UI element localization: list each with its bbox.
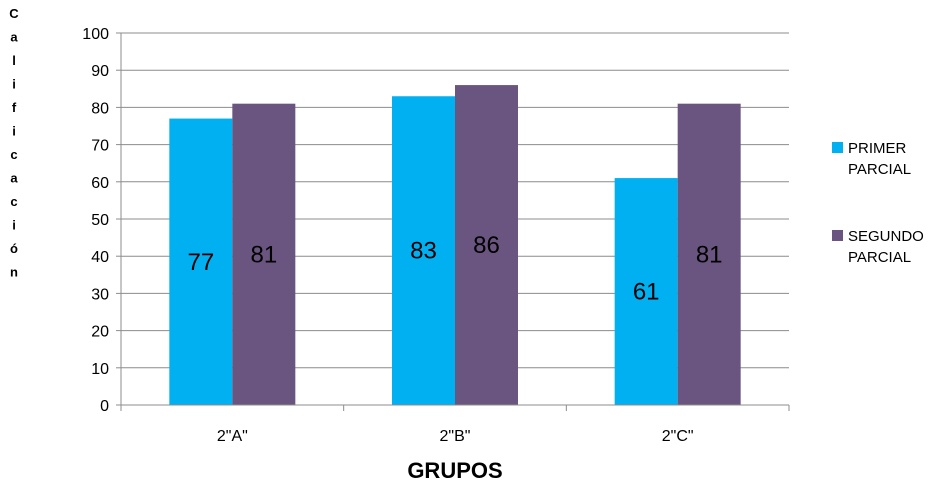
y-tick-label: 50 — [91, 212, 109, 229]
legend-label: SEGUNDO PARCIAL — [848, 228, 924, 266]
y-tick-label: 60 — [91, 175, 109, 192]
y-tick-label: 90 — [91, 63, 109, 80]
y-tick-label: 0 — [100, 398, 109, 415]
bar — [455, 85, 518, 405]
data-label: 83 — [410, 238, 437, 265]
x-tick-label: 2"A" — [217, 428, 248, 445]
bar — [169, 118, 233, 405]
data-label: 77 — [187, 249, 214, 276]
y-tick-label: 20 — [91, 324, 109, 341]
data-label: 86 — [473, 232, 500, 259]
y-tick-label: 70 — [91, 138, 109, 155]
y-tick-label: 100 — [82, 26, 109, 43]
y-tick-label: 80 — [91, 100, 109, 117]
bars: 77 83 61 81 86 81 — [169, 85, 741, 406]
x-tick-label: 2"C" — [662, 428, 694, 445]
bar — [614, 178, 678, 405]
legend-label: PRIMER PARCIAL — [848, 140, 911, 178]
data-label: 81 — [250, 241, 277, 268]
data-label: 61 — [633, 279, 660, 306]
data-label: 81 — [696, 241, 723, 268]
bar — [677, 103, 741, 406]
legend: PRIMER PARCIAL SEGUNDO PARCIAL — [832, 140, 924, 266]
legend-swatch — [832, 230, 843, 241]
y-tick-label: 30 — [91, 286, 109, 303]
bar — [392, 96, 455, 406]
y-tick-label: 10 — [91, 361, 109, 378]
x-axis: 2"A" 2"B" 2"C" — [120, 33, 790, 445]
x-axis-title: GRUPOS — [407, 458, 502, 483]
legend-swatch — [832, 142, 843, 153]
x-tick-label: 2"B" — [440, 428, 471, 445]
bar — [232, 103, 296, 406]
y-axis-ticks: 0 10 20 30 40 50 60 70 80 90 100 — [82, 26, 121, 415]
y-tick-label: 40 — [91, 249, 109, 266]
